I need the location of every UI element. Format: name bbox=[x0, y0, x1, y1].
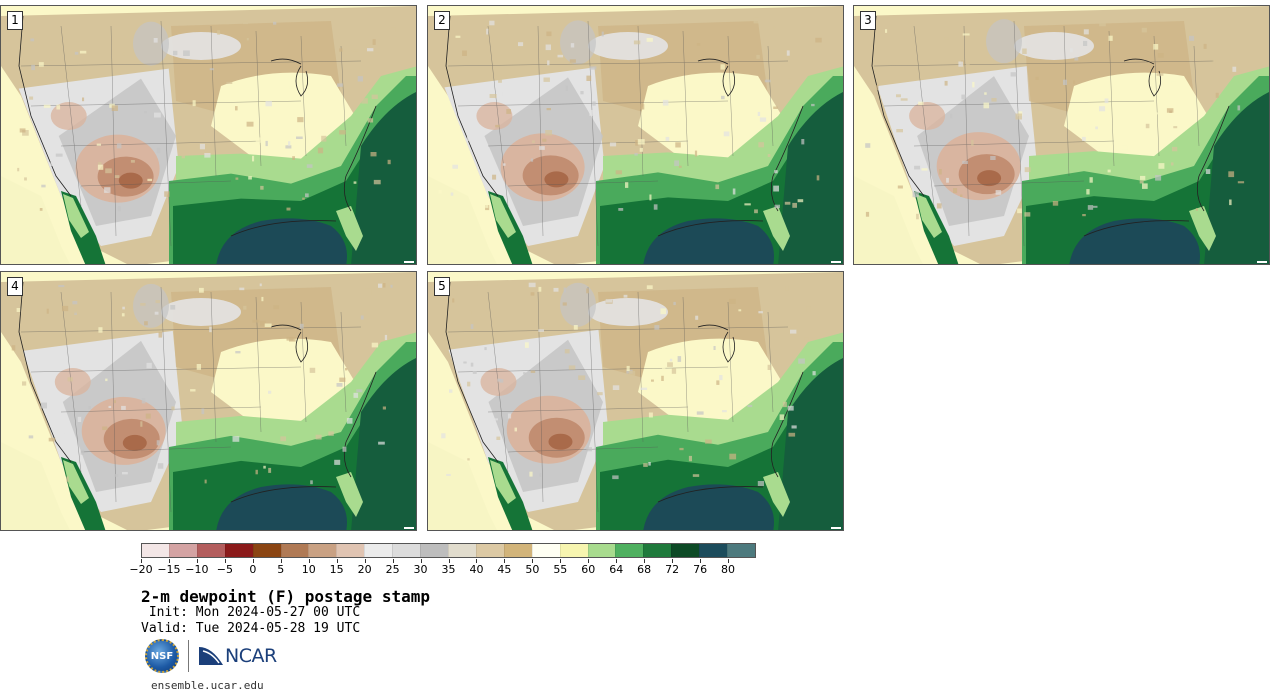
colorbar-tick-label: 76 bbox=[693, 563, 708, 576]
colorbar-swatch bbox=[142, 544, 169, 557]
colorbar-tick-label: 50 bbox=[525, 563, 540, 576]
dewpoint-map bbox=[1, 272, 416, 530]
colorbar-swatch bbox=[447, 544, 476, 557]
colorbar-tick-label: 40 bbox=[469, 563, 484, 576]
colorbar-tick-label: 60 bbox=[581, 563, 596, 576]
colorbar-tick bbox=[141, 559, 142, 563]
colorbar-tick bbox=[392, 559, 394, 563]
colorbar-tick-label: 20 bbox=[357, 563, 372, 576]
colorbar-tick-label: −15 bbox=[157, 563, 181, 576]
dewpoint-map bbox=[428, 272, 843, 530]
colorbar-swatch bbox=[168, 544, 197, 557]
colorbar-swatch bbox=[224, 544, 253, 557]
colorbar-swatch bbox=[252, 544, 281, 557]
colorbar-tick bbox=[196, 559, 198, 563]
ncar-logo: NCAR bbox=[198, 645, 277, 667]
valid-time: Valid: Tue 2024-05-28 19 UTC bbox=[141, 621, 361, 636]
colorbar-swatch bbox=[559, 544, 588, 557]
colorbar-tick bbox=[476, 559, 478, 563]
corner-mark bbox=[404, 527, 414, 529]
colorbar-tick bbox=[364, 559, 366, 563]
dewpoint-map bbox=[1, 6, 416, 264]
forecast-map-panel-1: 1 bbox=[0, 5, 417, 265]
forecast-map-panel-5: 5 bbox=[427, 271, 844, 531]
colorbar-tick bbox=[616, 559, 618, 563]
colorbar-tick bbox=[672, 559, 674, 563]
colorbar-tick bbox=[252, 559, 254, 563]
colorbar-tick bbox=[420, 559, 422, 563]
colorbar-swatch bbox=[392, 544, 421, 557]
colorbar-tick bbox=[336, 559, 338, 563]
colorbar-tick bbox=[588, 559, 590, 563]
colorbar-tick-label: 64 bbox=[609, 563, 624, 576]
colorbar-swatch bbox=[587, 544, 616, 557]
colorbar-swatch bbox=[615, 544, 644, 557]
colorbar-tick-label: −20 bbox=[129, 563, 153, 576]
colorbar-swatch bbox=[503, 544, 532, 557]
colorbar-tick-label: 68 bbox=[637, 563, 652, 576]
colorbar-swatch bbox=[336, 544, 365, 557]
colorbar-tick bbox=[532, 559, 534, 563]
panel-number: 2 bbox=[434, 11, 450, 30]
dewpoint-map bbox=[854, 6, 1269, 264]
site-url: ensemble.ucar.edu bbox=[151, 679, 264, 692]
colorbar-tick-label: 45 bbox=[497, 563, 512, 576]
corner-mark bbox=[404, 261, 414, 263]
corner-mark bbox=[1257, 261, 1267, 263]
colorbar-swatch bbox=[727, 544, 755, 557]
colorbar-tick-label: 72 bbox=[665, 563, 680, 576]
forecast-map-panel-2: 2 bbox=[427, 5, 844, 265]
colorbar-tick-label: 5 bbox=[277, 563, 285, 576]
colorbar-tick bbox=[504, 559, 506, 563]
colorbar-tick-label: 80 bbox=[721, 563, 736, 576]
colorbar-tick-label: 35 bbox=[441, 563, 456, 576]
logo-group: NSF NCAR bbox=[145, 638, 277, 674]
colorbar-swatch bbox=[308, 544, 337, 557]
colorbar-tick bbox=[280, 559, 282, 563]
colorbar-swatch bbox=[475, 544, 504, 557]
colorbar-tick-label: −5 bbox=[216, 563, 233, 576]
colorbar-tick bbox=[448, 559, 450, 563]
colorbar-swatch bbox=[671, 544, 700, 557]
ncar-logo-text: NCAR bbox=[225, 645, 277, 667]
panel-number: 4 bbox=[7, 277, 23, 296]
colorbar-tick-label: 30 bbox=[413, 563, 428, 576]
colorbar-tick bbox=[728, 559, 730, 563]
nsf-logo: NSF bbox=[145, 639, 179, 673]
logo-divider bbox=[188, 640, 189, 672]
corner-mark bbox=[831, 527, 841, 529]
chart-title: 2-m dewpoint (F) postage stamp bbox=[141, 587, 430, 606]
colorbar-tick bbox=[224, 559, 226, 563]
corner-mark bbox=[831, 261, 841, 263]
colorbar-tick bbox=[308, 559, 310, 563]
panel-number: 5 bbox=[434, 277, 450, 296]
colorbar-swatch bbox=[531, 544, 560, 557]
colorbar-tick bbox=[644, 559, 646, 563]
init-time: Init: Mon 2024-05-27 00 UTC bbox=[141, 605, 361, 620]
colorbar-tick-label: 10 bbox=[301, 563, 316, 576]
colorbar-swatch bbox=[699, 544, 728, 557]
panel-number: 3 bbox=[860, 11, 876, 30]
colorbar-swatch bbox=[364, 544, 393, 557]
colorbar-tick-label: 25 bbox=[385, 563, 400, 576]
dewpoint-map bbox=[428, 6, 843, 264]
colorbar-tick-label: 0 bbox=[249, 563, 257, 576]
forecast-map-panel-3: 3 bbox=[853, 5, 1270, 265]
colorbar-swatch bbox=[643, 544, 672, 557]
dewpoint-colorbar bbox=[141, 543, 756, 558]
colorbar-tick-label: 15 bbox=[329, 563, 344, 576]
forecast-map-panel-4: 4 bbox=[0, 271, 417, 531]
colorbar-tick-label: 55 bbox=[553, 563, 568, 576]
colorbar-swatch bbox=[420, 544, 448, 557]
colorbar-tick bbox=[168, 559, 170, 563]
colorbar-tick bbox=[560, 559, 562, 563]
colorbar-swatch bbox=[280, 544, 309, 557]
colorbar-swatch bbox=[196, 544, 225, 557]
colorbar-tick-label: −10 bbox=[185, 563, 209, 576]
nsf-logo-text: NSF bbox=[150, 651, 174, 662]
ncar-emblem-icon bbox=[199, 647, 223, 665]
colorbar-tick bbox=[700, 559, 702, 563]
panel-number: 1 bbox=[7, 11, 23, 30]
